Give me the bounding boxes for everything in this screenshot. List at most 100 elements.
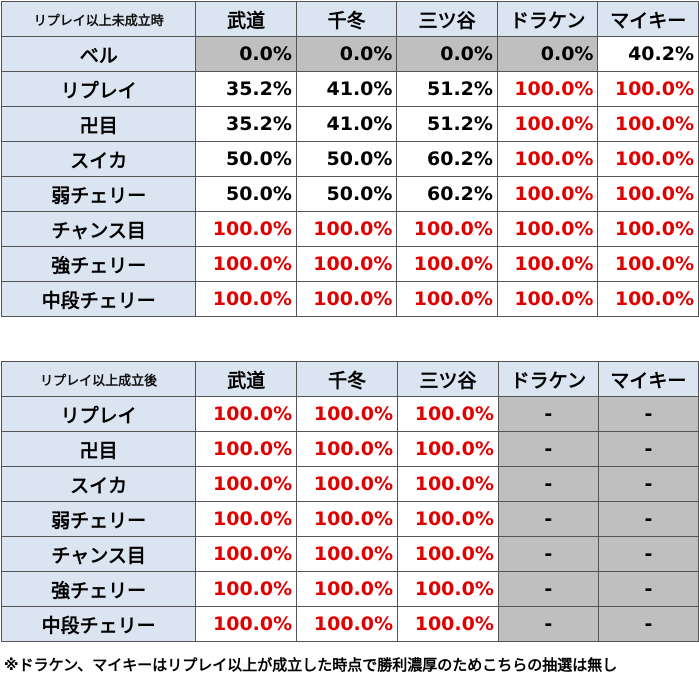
table-cell: -: [497, 606, 599, 642]
table-before-replay: リプレイ以上未成立時 武道 千冬 三ツ谷 ドラケン マイキー ベル 0.0% 0.0% 0.0% 0…: [0, 1, 699, 317]
row-label: スイカ: [0, 466, 197, 502]
table-cell: 50.0%: [295, 141, 398, 177]
table-cell: 40.2%: [597, 36, 699, 72]
table-row: 卍目 100.0% 100.0% 100.0% - -: [0, 431, 699, 467]
row-label: チャンス目: [0, 536, 197, 572]
table-cell: 100.0%: [195, 246, 297, 282]
table-row: 弱チェリー 100.0% 100.0% 100.0% - -: [0, 501, 699, 537]
table-cell: 51.2%: [396, 106, 498, 142]
table-cell: 100.0%: [296, 466, 399, 502]
row-label: スイカ: [0, 141, 197, 177]
table-row: 卍目 35.2% 41.0% 51.2% 100.0% 100.0%: [0, 106, 699, 142]
column-header: ドラケン: [497, 361, 599, 397]
table-cell: 51.2%: [396, 71, 498, 107]
row-label: 弱チェリー: [0, 501, 197, 537]
table-cell: 100.0%: [496, 281, 599, 317]
column-header: マイキー: [597, 1, 699, 37]
column-header: 三ツ谷: [396, 1, 498, 37]
table-cell: 100.0%: [295, 246, 398, 282]
table-cell: 100.0%: [397, 431, 499, 467]
table-cell: -: [497, 431, 599, 467]
table-cell: 100.0%: [296, 431, 399, 467]
table-row: スイカ 100.0% 100.0% 100.0% - -: [0, 466, 699, 502]
table-cell: 100.0%: [496, 211, 599, 247]
table-cell: -: [497, 396, 599, 432]
row-label: チャンス目: [0, 211, 197, 247]
table-cell: 0.0%: [195, 36, 297, 72]
table-cell: 100.0%: [396, 211, 498, 247]
table-cell: 100.0%: [397, 606, 499, 642]
table-cell: -: [597, 431, 699, 467]
table-row: リプレイ 35.2% 41.0% 51.2% 100.0% 100.0%: [0, 71, 699, 107]
header-row: リプレイ以上成立後 武道 千冬 三ツ谷 ドラケン マイキー: [0, 361, 699, 397]
table-cell: 50.0%: [195, 141, 297, 177]
table-cell: 41.0%: [295, 106, 398, 142]
table-cell: 100.0%: [296, 536, 399, 572]
table-cell: 0.0%: [496, 36, 599, 72]
table-after-replay: リプレイ以上成立後 武道 千冬 三ツ谷 ドラケン マイキー リプレイ 100.0% 100.0%…: [0, 361, 699, 642]
corner-label: リプレイ以上未成立時: [0, 1, 197, 37]
table-cell: -: [497, 501, 599, 537]
row-label: リプレイ: [0, 396, 197, 432]
header-row: リプレイ以上未成立時 武道 千冬 三ツ谷 ドラケン マイキー: [0, 1, 699, 37]
table-cell: -: [597, 571, 699, 607]
table-cell: -: [597, 396, 699, 432]
table-cell: 100.0%: [496, 246, 599, 282]
table-row: 強チェリー 100.0% 100.0% 100.0% - -: [0, 571, 699, 607]
table-cell: 35.2%: [195, 71, 297, 107]
table-cell: 100.0%: [496, 106, 599, 142]
table-row: スイカ 50.0% 50.0% 60.2% 100.0% 100.0%: [0, 141, 699, 177]
table-row: 中段チェリー 100.0% 100.0% 100.0% 100.0% 100.0%: [0, 281, 699, 317]
table-cell: 100.0%: [397, 396, 499, 432]
column-header: 千冬: [295, 1, 398, 37]
table-cell: 100.0%: [195, 396, 298, 432]
table-cell: 100.0%: [496, 176, 599, 212]
table-row: 弱チェリー 50.0% 50.0% 60.2% 100.0% 100.0%: [0, 176, 699, 212]
row-label: 卍目: [0, 431, 197, 467]
column-header: ドラケン: [496, 1, 599, 37]
table-cell: 41.0%: [295, 71, 398, 107]
row-label: 強チェリー: [0, 246, 197, 282]
table-cell: 100.0%: [597, 71, 699, 107]
footnote: ※ドラケン、マイキーはリプレイ以上が成立した時点で勝利濃厚のためこちらの抽選は無…: [4, 656, 618, 674]
table-cell: 100.0%: [296, 501, 399, 537]
table-cell: 50.0%: [295, 176, 398, 212]
table-cell: 100.0%: [195, 281, 297, 317]
table-row: リプレイ 100.0% 100.0% 100.0% - -: [0, 396, 699, 432]
table-cell: 100.0%: [195, 466, 298, 502]
row-label: 中段チェリー: [0, 606, 197, 642]
table-cell: 100.0%: [195, 431, 298, 467]
table-cell: 100.0%: [597, 106, 699, 142]
table-cell: 100.0%: [195, 211, 297, 247]
table-cell: 60.2%: [396, 141, 498, 177]
table-row: 中段チェリー 100.0% 100.0% 100.0% - -: [0, 606, 699, 642]
table-cell: 50.0%: [195, 176, 297, 212]
table-cell: -: [597, 466, 699, 502]
column-header: 武道: [195, 1, 297, 37]
table-cell: 100.0%: [397, 466, 499, 502]
row-label: リプレイ: [0, 71, 197, 107]
table-cell: 100.0%: [597, 211, 699, 247]
table-row: チャンス目 100.0% 100.0% 100.0% - -: [0, 536, 699, 572]
table-cell: 100.0%: [396, 281, 498, 317]
table-cell: -: [497, 571, 599, 607]
column-header: 武道: [195, 361, 298, 397]
table-cell: 100.0%: [296, 396, 399, 432]
table-cell: 100.0%: [195, 606, 298, 642]
table-cell: 0.0%: [396, 36, 498, 72]
table-cell: 100.0%: [597, 141, 699, 177]
row-label: 弱チェリー: [0, 176, 197, 212]
row-label: 卍目: [0, 106, 197, 142]
table-cell: 100.0%: [295, 211, 398, 247]
table-cell: 35.2%: [195, 106, 297, 142]
table-cell: 100.0%: [597, 281, 699, 317]
table-cell: 100.0%: [195, 501, 298, 537]
table-cell: 100.0%: [396, 246, 498, 282]
table-cell: 100.0%: [296, 571, 399, 607]
row-label: ベル: [0, 36, 197, 72]
table-cell: 100.0%: [597, 176, 699, 212]
table-cell: 100.0%: [195, 536, 298, 572]
column-header: マイキー: [597, 361, 699, 397]
table-cell: 100.0%: [496, 141, 599, 177]
table-cell: 100.0%: [296, 606, 399, 642]
